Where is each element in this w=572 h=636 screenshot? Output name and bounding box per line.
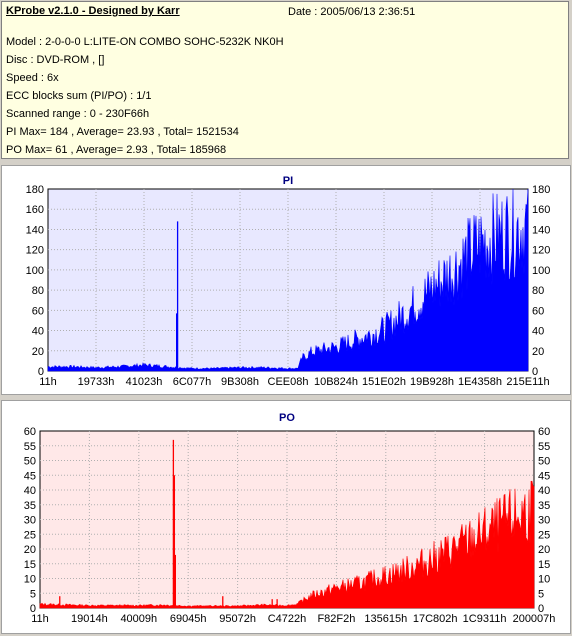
pi-ytick-left: 0 xyxy=(38,366,44,378)
pi-ytick-left: 40 xyxy=(32,326,44,338)
pi-ytick-left: 160 xyxy=(26,204,44,216)
pi-xtick-label: 11h xyxy=(39,376,57,388)
po-chart-title: PO xyxy=(279,412,295,424)
po-xtick-label: C4722h xyxy=(268,613,307,625)
pi-chart-panel: PI 0 0 20 20 40 40 60 60 80 80 100 100 120 120 140 140 16… xyxy=(1,165,571,395)
pi-xtick-label: 215E11h xyxy=(506,376,549,388)
model-line: Model : 2-0-0-0 L:LITE-ON COMBO SOHC-523… xyxy=(6,36,284,48)
po-ytick-right: 30 xyxy=(538,515,550,527)
pi-ytick-right: 160 xyxy=(532,204,550,216)
po-ytick-left: 0 xyxy=(30,603,36,615)
info-panel: KProbe v2.1.0 - Designed by Karr Date : … xyxy=(1,1,569,159)
pi-xtick-label: 9B308h xyxy=(221,376,259,388)
po-ytick-left: 40 xyxy=(24,485,36,497)
pi-ytick-right: 80 xyxy=(532,285,544,297)
po-ytick-left: 30 xyxy=(24,515,36,527)
po-ytick-right: 50 xyxy=(538,456,550,468)
po-ytick-right: 35 xyxy=(538,500,550,512)
po-ytick-right: 10 xyxy=(538,574,550,586)
pi-ytick-left: 60 xyxy=(32,305,44,317)
po-ytick-left: 15 xyxy=(24,559,36,571)
pi-xtick-label: 10B824h xyxy=(314,376,358,388)
ecc-line: ECC blocks sum (PI/PO) : 1/1 xyxy=(6,90,152,102)
pi-chart: PI 0 0 20 20 40 40 60 60 80 80 100 100 120 120 140 140 16… xyxy=(26,175,551,388)
pi-ytick-left: 120 xyxy=(26,245,44,257)
pi-xtick-label: CEE08h xyxy=(268,376,309,388)
po-ytick-right: 40 xyxy=(538,485,550,497)
pi-ytick-right: 0 xyxy=(532,366,538,378)
po-ytick-left: 20 xyxy=(24,544,36,556)
po-ytick-left: 35 xyxy=(24,500,36,512)
po-ytick-right: 0 xyxy=(538,603,544,615)
po-ytick-left: 60 xyxy=(24,426,36,438)
po-xtick-label: F82F2h xyxy=(317,613,355,625)
po-xtick-label: 95072h xyxy=(219,613,256,625)
pi-summary-line: PI Max= 184 , Average= 23.93 , Total= 15… xyxy=(6,126,239,138)
pi-ytick-left: 180 xyxy=(26,184,44,196)
pi-ytick-left: 100 xyxy=(26,265,44,277)
po-ytick-left: 5 xyxy=(30,588,36,600)
po-ytick-right: 55 xyxy=(538,441,550,453)
po-ytick-right: 5 xyxy=(538,588,544,600)
po-ytick-left: 25 xyxy=(24,529,36,541)
pi-ytick-right: 140 xyxy=(532,224,550,236)
po-xtick-label: 1C9311h xyxy=(463,613,507,625)
po-series-area xyxy=(39,480,535,609)
pi-xtick-label: 19733h xyxy=(78,376,115,388)
po-xtick-label: 19014h xyxy=(71,613,108,625)
pi-chart-title: PI xyxy=(283,175,293,187)
pi-xtick-label: 151E02h xyxy=(362,376,406,388)
pi-ytick-right: 40 xyxy=(532,326,544,338)
pi-xtick-label: 1E4358h xyxy=(458,376,502,388)
pi-ytick-right: 100 xyxy=(532,265,550,277)
app-title: KProbe v2.1.0 - Designed by Karr xyxy=(6,5,180,17)
po-xtick-label: 200007h xyxy=(513,613,556,625)
pi-ytick-right: 20 xyxy=(532,346,544,358)
po-xtick-label: 135615h xyxy=(364,613,407,625)
po-ytick-right: 45 xyxy=(538,470,550,482)
pi-ytick-right: 180 xyxy=(532,184,550,196)
pi-ytick-left: 20 xyxy=(32,346,44,358)
po-summary-line: PO Max= 61 , Average= 2.93 , Total= 1859… xyxy=(6,144,227,156)
po-xtick-label: 69045h xyxy=(170,613,207,625)
range-line: Scanned range : 0 - 230F66h xyxy=(6,108,150,120)
po-xtick-label: 17C802h xyxy=(413,613,458,625)
pi-ytick-left: 140 xyxy=(26,224,44,236)
po-ytick-right: 15 xyxy=(538,559,550,571)
po-xtick-label: 40009h xyxy=(120,613,157,625)
po-ytick-left: 45 xyxy=(24,470,36,482)
po-ytick-right: 60 xyxy=(538,426,550,438)
po-chart-panel: PO 0 0 5 5 10 10 15 15 20 20 25 25 30 30 35 35 40 40 45 45 50… xyxy=(1,400,571,634)
po-ytick-left: 55 xyxy=(24,441,36,453)
pi-ytick-right: 60 xyxy=(532,305,544,317)
po-ytick-left: 50 xyxy=(24,456,36,468)
po-ytick-right: 20 xyxy=(538,544,550,556)
pi-ytick-right: 120 xyxy=(532,245,550,257)
po-ytick-right: 25 xyxy=(538,529,550,541)
pi-xtick-label: 6C077h xyxy=(173,376,212,388)
disc-line: Disc : DVD-ROM , [] xyxy=(6,54,105,66)
po-xtick-label: 11h xyxy=(31,613,49,625)
pi-xtick-label: 41023h xyxy=(126,376,163,388)
po-ytick-left: 10 xyxy=(24,574,36,586)
pi-xtick-label: 19B928h xyxy=(410,376,454,388)
pi-ytick-left: 80 xyxy=(32,285,44,297)
pi-series-area xyxy=(47,188,529,372)
scan-date: Date : 2005/06/13 2:36:51 xyxy=(288,6,416,18)
speed-line: Speed : 6x xyxy=(6,72,59,84)
